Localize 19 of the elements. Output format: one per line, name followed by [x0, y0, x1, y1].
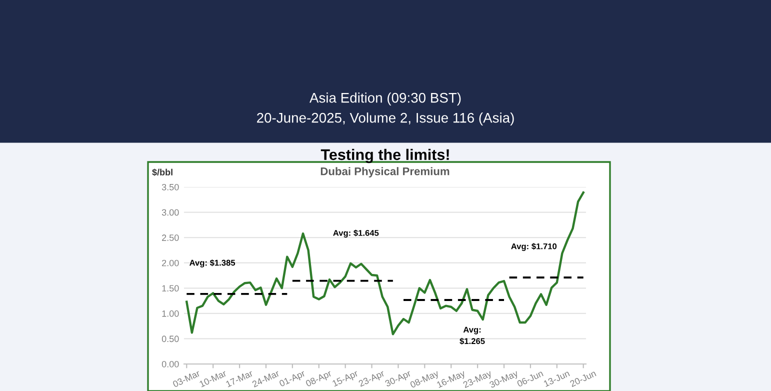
annotation: Avg: $1.710: [511, 242, 557, 251]
y-tick-label: 1.00: [162, 310, 179, 317]
text: 20-June-2025, Volume 2, Issue 116 (Asia): [257, 112, 514, 126]
line-series: [186, 191, 584, 336]
annotation: Avg: $1.645: [333, 230, 379, 238]
chart-title: Testing the limits!: [320, 148, 449, 164]
x-tick-label: 06-Jun: [516, 370, 544, 388]
text: Asia Edition (09:30 BST): [309, 92, 461, 106]
y-tick-label: 2.00: [162, 260, 179, 266]
y-axis-title: $/bbl: [152, 168, 172, 176]
annotation: Avg: $1.265: [460, 326, 485, 345]
annotation: Avg: $1.385: [189, 259, 236, 268]
y-tick-label: 3.50: [162, 184, 179, 190]
y-tick-label: 0.00: [162, 360, 179, 368]
y-tick-label: 1.50: [162, 285, 179, 292]
y-tick-label: 3.00: [162, 209, 179, 216]
y-tick-label: 0.50: [162, 336, 179, 342]
y-tick-label: 2.50: [162, 234, 179, 241]
chart-subtitle: Dubai Physical Premium: [320, 167, 450, 178]
